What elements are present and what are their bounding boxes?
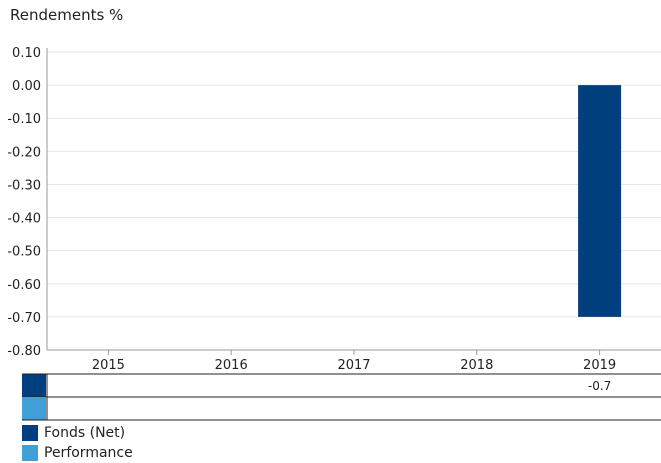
legend-item-fonds: Fonds (Net) [22, 423, 133, 443]
legend-swatch-fonds [22, 425, 38, 441]
table-cell-value: -0.7 [588, 379, 611, 393]
y-tick-label: -0.70 [7, 311, 41, 326]
y-tick-label: -0.40 [7, 212, 41, 227]
x-tick-label: 2017 [337, 358, 370, 373]
x-tick-label: 2016 [215, 358, 248, 373]
y-tick-label: -0.50 [7, 245, 41, 260]
y-tick-label: -0.20 [7, 145, 41, 160]
y-tick-label: -0.10 [7, 112, 41, 127]
x-tick-label: 2019 [583, 358, 616, 373]
bar-0-2019 [578, 85, 622, 317]
y-tick-label: -0.60 [7, 278, 41, 293]
y-tick-label: 0.10 [12, 46, 41, 61]
x-tick-label: 2018 [460, 358, 493, 373]
table-row-swatch [22, 374, 46, 397]
legend: Fonds (Net) Performance [22, 423, 133, 463]
table-row-swatch [22, 397, 46, 420]
x-tick-label: 2015 [92, 358, 125, 373]
legend-label-performance: Performance [44, 445, 133, 461]
y-tick-label: -0.80 [7, 344, 41, 359]
y-axis-title: Rendements % [10, 6, 124, 24]
legend-swatch-performance [22, 445, 38, 461]
legend-label-fonds: Fonds (Net) [44, 425, 126, 441]
y-tick-label: 0.00 [12, 79, 41, 94]
legend-item-performance: Performance [22, 443, 133, 463]
y-tick-label: -0.30 [7, 178, 41, 193]
